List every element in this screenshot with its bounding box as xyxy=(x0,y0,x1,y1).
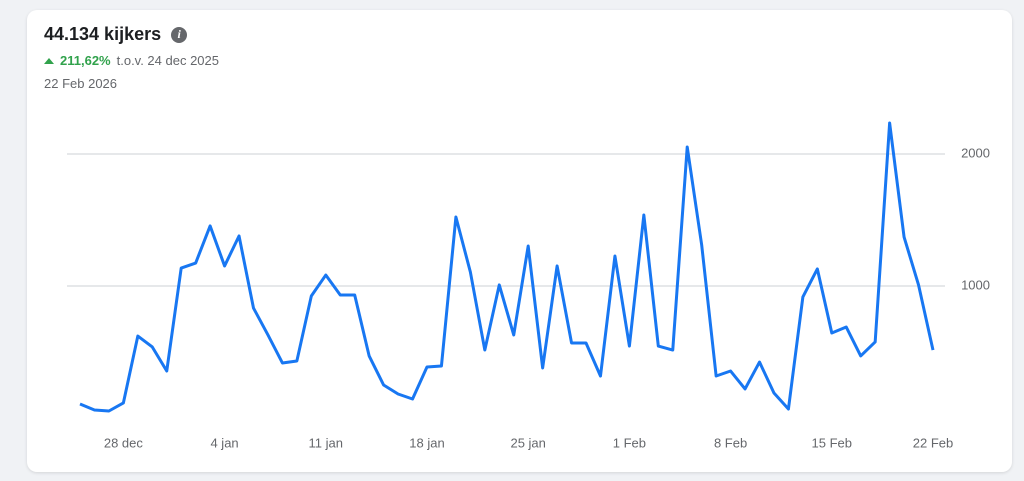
x-tick-label: 1 Feb xyxy=(613,435,646,450)
info-icon[interactable]: i xyxy=(171,26,188,43)
x-tick-label: 22 Feb xyxy=(913,435,953,450)
x-tick-label: 4 jan xyxy=(210,435,238,450)
y-tick-label: 2000 xyxy=(961,145,990,160)
total-row: 44.134 kijkers i xyxy=(44,24,219,45)
x-tick-label: 25 jan xyxy=(510,435,545,450)
total: 44.134 kijkers xyxy=(44,24,162,44)
date: 22 Feb 2026 xyxy=(44,76,118,91)
header: 44.134 kijkers i 211,62% t.o.v. 24 dec 202… xyxy=(44,24,219,91)
comparison: t.o.v. 24 dec 2025 xyxy=(116,53,219,68)
x-tick-label: 28 dec xyxy=(104,435,144,450)
change: 211,62% xyxy=(60,53,111,68)
change-row: 211,62% t.o.v. 24 dec 2025 xyxy=(44,53,219,68)
card xyxy=(27,10,1012,472)
y-tick-label: 1000 xyxy=(961,277,990,292)
line xyxy=(79,121,935,413)
x-tick-label: 11 jan xyxy=(309,435,343,450)
x-tick-label: 18 jan xyxy=(409,435,444,450)
x-tick-label: 15 Feb xyxy=(812,435,852,450)
x-tick-label: 8 Feb xyxy=(714,435,747,450)
up-arrow xyxy=(44,57,54,64)
